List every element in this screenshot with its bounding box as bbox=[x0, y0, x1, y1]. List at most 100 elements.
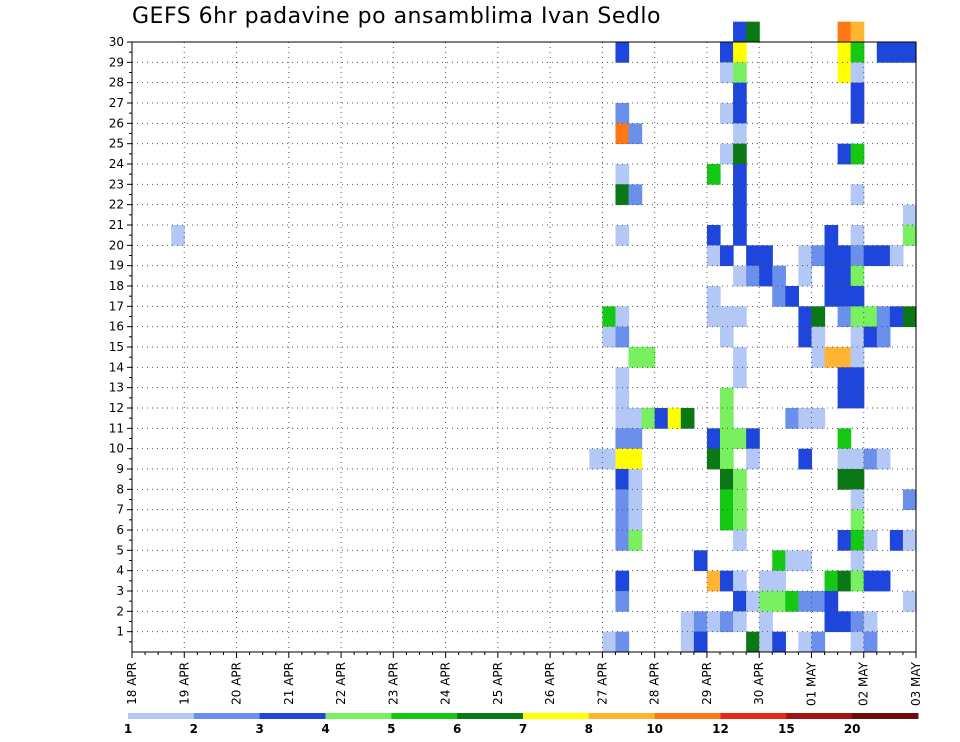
heatmap-cell bbox=[759, 631, 773, 653]
heatmap-cell bbox=[628, 123, 643, 145]
heatmap-cell bbox=[876, 326, 891, 348]
legend-label: 6 bbox=[453, 722, 461, 736]
legend-label: 15 bbox=[778, 722, 795, 736]
heatmap-cell bbox=[602, 448, 617, 470]
y-tick-label: 13 bbox=[109, 381, 124, 395]
heatmap-cell bbox=[615, 509, 630, 531]
heatmap-cell bbox=[654, 408, 669, 429]
heatmap-cell bbox=[837, 387, 852, 409]
heatmap-cell bbox=[171, 225, 185, 246]
legend-swatch bbox=[391, 713, 458, 719]
heatmap-cell bbox=[641, 408, 656, 429]
heatmap-cell bbox=[837, 347, 852, 368]
legend-swatch bbox=[720, 713, 787, 719]
heatmap-cell bbox=[706, 611, 721, 633]
heatmap-cell bbox=[863, 530, 878, 551]
heatmap-cell bbox=[602, 631, 617, 653]
heatmap-cell bbox=[850, 225, 865, 246]
heatmap-cell bbox=[680, 408, 695, 429]
heatmap-cell bbox=[902, 591, 917, 612]
heatmap-cell bbox=[615, 367, 630, 389]
heatmap-cell bbox=[811, 631, 826, 653]
x-tick-label: 03 MAY bbox=[909, 661, 923, 706]
y-tick-label: 17 bbox=[109, 299, 124, 313]
y-tick-label: 2 bbox=[116, 604, 124, 618]
y-tick-label: 26 bbox=[109, 116, 124, 130]
heatmap-cell bbox=[824, 611, 839, 633]
y-tick-label: 29 bbox=[109, 55, 124, 69]
x-tick-label: 30 APR bbox=[752, 662, 766, 705]
heatmap-cell bbox=[720, 387, 734, 409]
legend-swatch bbox=[457, 713, 524, 719]
y-tick-label: 12 bbox=[109, 401, 124, 415]
heatmap-cell bbox=[850, 143, 865, 165]
heatmap-cell bbox=[720, 326, 734, 348]
heatmap-cell bbox=[693, 611, 708, 633]
heatmap-cell bbox=[798, 448, 813, 470]
heatmap-cell bbox=[628, 347, 643, 368]
heatmap-cell bbox=[720, 306, 734, 328]
y-tick-label: 18 bbox=[109, 279, 124, 293]
heatmap-cell bbox=[785, 591, 799, 612]
heatmap-cell bbox=[863, 631, 878, 653]
heatmap-cell bbox=[706, 570, 721, 592]
heatmap-cell bbox=[733, 82, 747, 104]
heatmap-cell bbox=[602, 306, 617, 328]
heatmap-cell bbox=[798, 631, 813, 653]
heatmap-cell bbox=[720, 428, 734, 450]
heatmap-cell bbox=[837, 42, 852, 63]
heatmap-cell bbox=[811, 326, 826, 348]
heatmap-cell bbox=[733, 164, 747, 185]
heatmap-cell bbox=[850, 489, 865, 511]
heatmap-cell bbox=[746, 265, 760, 287]
heatmap-cell bbox=[811, 245, 826, 267]
heatmap-cell bbox=[628, 489, 643, 511]
heatmap-cell bbox=[720, 143, 734, 165]
legend-swatch bbox=[259, 713, 326, 719]
heatmap-cell bbox=[733, 42, 747, 63]
y-tick-label: 3 bbox=[116, 584, 124, 598]
y-tick-label: 5 bbox=[116, 543, 124, 557]
y-tick-label: 23 bbox=[109, 177, 124, 191]
heatmap-cell bbox=[889, 245, 904, 267]
heatmap-cell bbox=[615, 448, 630, 470]
heatmap-cell bbox=[811, 347, 826, 368]
heatmap-cell bbox=[824, 225, 839, 246]
heatmap-cell bbox=[902, 204, 917, 226]
heatmap-cell bbox=[798, 245, 813, 267]
x-tick-label: 21 APR bbox=[282, 662, 296, 705]
heatmap-cell bbox=[850, 245, 865, 267]
x-tick-label: 18 APR bbox=[125, 662, 139, 705]
heatmap-cell bbox=[720, 103, 734, 124]
heatmap-cell bbox=[798, 265, 813, 287]
y-tick-label: 11 bbox=[109, 421, 124, 435]
heatmap-cell bbox=[628, 469, 643, 490]
heatmap-cell bbox=[837, 611, 852, 633]
heatmap-cell bbox=[772, 286, 786, 307]
heatmap-cell bbox=[759, 265, 773, 287]
legend-swatch bbox=[523, 713, 590, 719]
heatmap-cell bbox=[863, 448, 878, 470]
x-tick-label: 20 APR bbox=[230, 662, 244, 705]
heatmap-cell bbox=[615, 123, 630, 145]
heatmap-cell bbox=[837, 570, 852, 592]
heatmap-cell bbox=[720, 408, 734, 429]
heatmap-cell bbox=[850, 550, 865, 572]
heatmap-cell bbox=[850, 570, 865, 592]
heatmap-cell bbox=[811, 306, 826, 328]
heatmap-cell bbox=[850, 21, 865, 43]
y-tick-label: 1 bbox=[116, 625, 124, 639]
heatmap-cell bbox=[902, 530, 917, 551]
heatmap-cell bbox=[680, 611, 695, 633]
heatmap-cell bbox=[837, 143, 852, 165]
heatmap-cell bbox=[811, 408, 826, 429]
x-tick-label: 23 APR bbox=[386, 662, 400, 705]
heatmap-cell bbox=[798, 408, 813, 429]
heatmap-cell bbox=[850, 469, 865, 490]
legend-swatch bbox=[128, 713, 195, 719]
heatmap-cell bbox=[772, 550, 786, 572]
heatmap-cell bbox=[602, 326, 617, 348]
heatmap-cell bbox=[720, 469, 734, 490]
heatmap-cell bbox=[733, 347, 747, 368]
heatmap-cell bbox=[615, 103, 630, 124]
